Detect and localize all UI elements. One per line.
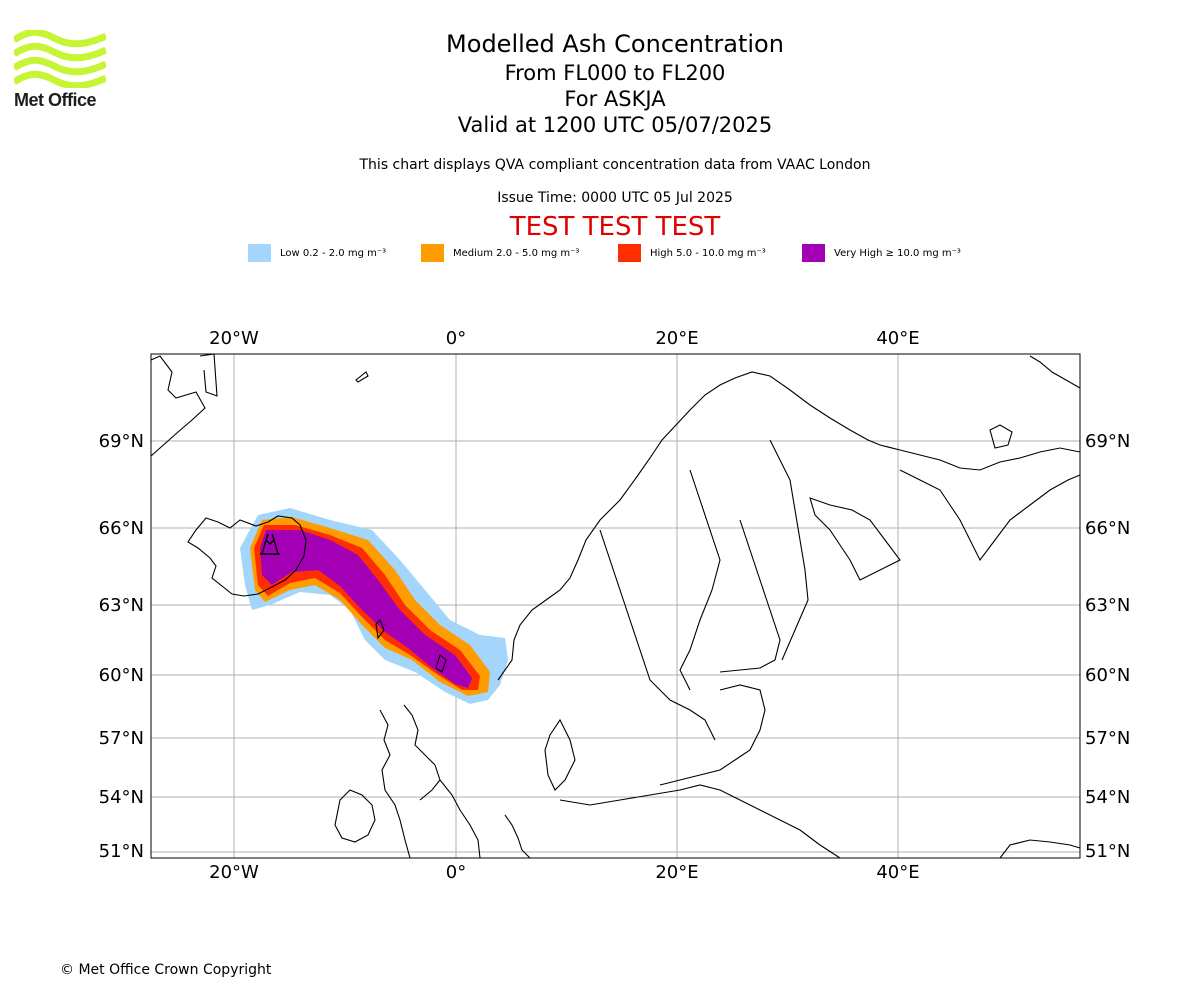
eastern-border — [999, 839, 1081, 859]
legend-label-low: Low 0.2 - 2.0 mg m⁻³ — [280, 247, 387, 259]
lat-label-57n-right: 57°N — [1085, 728, 1130, 749]
volcano-marker-icon — [260, 533, 280, 555]
germany-poland-coast — [559, 784, 841, 859]
lat-label-51n-left: 51°N — [99, 841, 144, 862]
russia-border — [769, 439, 809, 661]
faroe-islands — [375, 619, 385, 640]
sweden-border — [599, 529, 716, 741]
lat-label-60n-left: 60°N — [99, 665, 144, 686]
issue-time: Issue Time: 0000 UTC 05 Jul 2025 — [497, 190, 733, 206]
norway-coast — [497, 371, 1081, 681]
baltic-coast — [659, 684, 766, 786]
volcano-name: For ASKJA — [564, 87, 666, 111]
lon-labels-top: 20°W 0° 20°E 40°E — [209, 328, 919, 349]
low-countries-coast — [504, 814, 531, 859]
iceland-coast — [187, 515, 307, 597]
compliance-note: This chart displays QVA compliant concen… — [359, 157, 871, 173]
lat-label-54n-right: 54°N — [1085, 787, 1130, 808]
lat-label-66n-left: 66°N — [99, 518, 144, 539]
legend-label-medium: Medium 2.0 - 5.0 mg m⁻³ — [453, 247, 580, 259]
greenland-fjord — [199, 353, 218, 397]
legend: Low 0.2 - 2.0 mg m⁻³ Medium 2.0 - 5.0 mg… — [0, 244, 1200, 264]
lon-label-0-bottom: 0° — [446, 862, 466, 883]
legend-label-high: High 5.0 - 10.0 mg m⁻³ — [650, 247, 766, 259]
lat-label-63n-right: 63°N — [1085, 595, 1130, 616]
lon-label-20e-bottom: 20°E — [655, 862, 698, 883]
legend-swatch-high — [618, 244, 641, 262]
arctic-island — [989, 424, 1013, 449]
kola-coast — [809, 497, 901, 581]
lat-label-63n-left: 63°N — [99, 595, 144, 616]
ash-zone-very-high — [260, 530, 472, 688]
scotland-coast — [403, 704, 441, 801]
legend-swatch-very-high — [802, 244, 825, 262]
uk-east-coast — [439, 779, 481, 859]
chart-title-block: Modelled Ash Concentration From FL000 to… — [415, 28, 815, 138]
lon-label-40e-top: 40°E — [876, 328, 919, 349]
met-office-logo: Met Office — [14, 30, 110, 114]
jan-mayen — [355, 371, 369, 383]
lon-label-20w-bottom: 20°W — [209, 862, 259, 883]
legend-item-medium: Medium 2.0 - 5.0 mg m⁻³ — [421, 244, 579, 262]
legend-item-very-high: Very High ≥ 10.0 mg m⁻³ — [802, 244, 961, 262]
legend-swatch-low — [248, 244, 271, 262]
lat-label-69n-left: 69°N — [99, 431, 144, 452]
chart-title: Modelled Ash Concentration — [446, 30, 784, 58]
test-banner: TEST TEST TEST — [509, 212, 721, 242]
flight-level-range: From FL000 to FL200 — [504, 61, 726, 85]
legend-item-high: High 5.0 - 10.0 mg m⁻³ — [618, 244, 766, 262]
lon-label-20e-top: 20°E — [655, 328, 698, 349]
lat-label-54n-left: 54°N — [99, 787, 144, 808]
map-frame — [150, 353, 1081, 859]
valid-time: Valid at 1200 UTC 05/07/2025 — [457, 113, 773, 137]
lon-labels-bottom: 20°W 0° 20°E 40°E — [209, 862, 919, 883]
lon-label-20w-top: 20°W — [209, 328, 259, 349]
legend-swatch-medium — [421, 244, 444, 262]
lon-label-0-top: 0° — [446, 328, 466, 349]
coastlines — [150, 353, 1081, 859]
lat-label-69n-right: 69°N — [1085, 431, 1130, 452]
legend-item-low: Low 0.2 - 2.0 mg m⁻³ — [248, 244, 386, 262]
russia-north-coast — [1029, 355, 1081, 389]
copyright-notice: © Met Office Crown Copyright — [60, 962, 272, 978]
lat-label-57n-left: 57°N — [99, 728, 144, 749]
lon-label-40e-bottom: 40°E — [876, 862, 919, 883]
met-office-wordmark: Met Office — [14, 90, 97, 110]
gulf-of-bothnia — [679, 469, 721, 691]
denmark-coast — [544, 718, 576, 791]
met-office-waves-icon — [14, 30, 106, 88]
lat-label-60n-right: 60°N — [1085, 665, 1130, 686]
lat-labels-right: 69°N 66°N 63°N 60°N 57°N 54°N 51°N — [1085, 431, 1130, 862]
ireland-coast — [334, 789, 376, 843]
shetland-islands — [435, 654, 447, 673]
map-gridlines — [151, 354, 1080, 858]
lat-label-66n-right: 66°N — [1085, 518, 1130, 539]
uk-west-coast — [379, 709, 411, 859]
white-sea-coast — [899, 469, 1081, 562]
lat-labels-left: 69°N 66°N 63°N 60°N 57°N 54°N 51°N — [99, 431, 144, 862]
legend-label-very-high: Very High ≥ 10.0 mg m⁻³ — [834, 247, 961, 259]
finland-coast — [719, 519, 781, 673]
greenland-coast — [150, 355, 206, 457]
ash-plume — [240, 508, 508, 704]
lat-label-51n-right: 51°N — [1085, 841, 1130, 862]
